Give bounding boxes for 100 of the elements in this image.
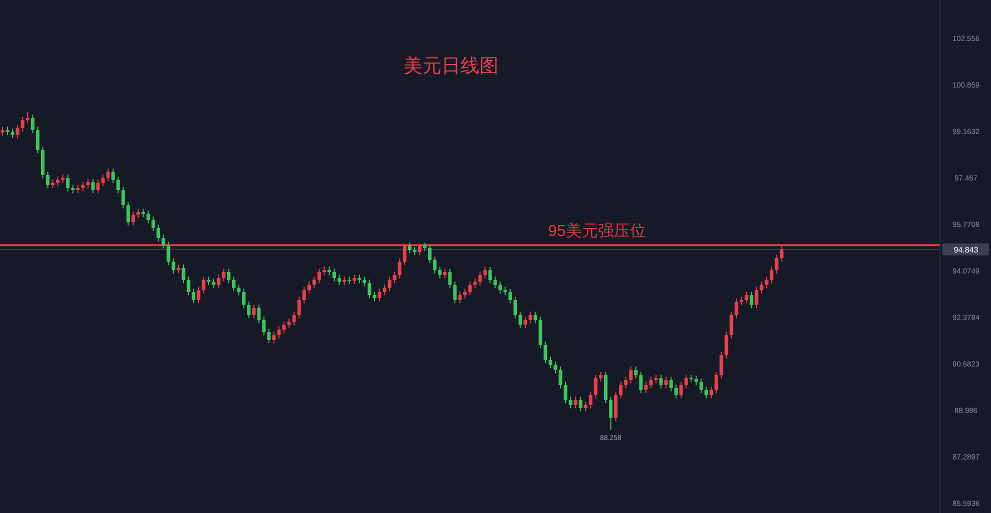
candlestick (282, 321, 286, 334)
candlestick (101, 174, 105, 187)
candlestick (574, 396, 578, 409)
candlestick (578, 396, 582, 412)
candlestick (433, 256, 437, 274)
candlestick (196, 286, 200, 304)
candlestick (634, 366, 638, 379)
candlestick (267, 328, 271, 344)
text: 美元日线图 (403, 55, 498, 77)
candlestick (699, 378, 703, 394)
candlestick (568, 396, 572, 409)
candlestick (272, 331, 276, 344)
candlestick (528, 311, 532, 324)
candlestick (166, 241, 170, 266)
candlestick (468, 281, 472, 296)
candlestick (734, 298, 738, 319)
candlestick (372, 291, 376, 302)
candlestick (478, 271, 482, 286)
candlestick (156, 224, 160, 242)
candlestick (136, 208, 140, 219)
candlestick (598, 371, 602, 382)
candlestick (20, 116, 24, 132)
candlestick (458, 291, 462, 304)
y-tick-label: 94.843 (954, 245, 979, 254)
candlestick (247, 301, 251, 319)
candlestick (287, 318, 291, 329)
candlestick (584, 401, 588, 412)
candlestick (91, 178, 95, 194)
candlestick (242, 288, 246, 309)
candlestick (86, 178, 90, 189)
candlestick (508, 288, 512, 304)
candlestick (338, 274, 342, 286)
candlestick (730, 311, 734, 339)
candlestick (448, 268, 452, 289)
candlestick (764, 276, 768, 289)
candlestick (252, 304, 256, 319)
candlestick (774, 254, 778, 274)
candlestick (237, 284, 241, 296)
candlestick (96, 179, 100, 194)
candlestick (588, 391, 592, 409)
candlestick (644, 381, 648, 394)
candlestick (297, 296, 301, 319)
candlestick (493, 276, 497, 289)
candlestick (694, 375, 698, 386)
candlestick (378, 288, 382, 302)
candlestick (81, 181, 85, 192)
candlestick (408, 242, 412, 254)
candlestick (684, 374, 688, 389)
candlestick (534, 311, 538, 324)
candlestick (392, 271, 396, 284)
candlestick (463, 288, 467, 299)
candlestick (720, 351, 724, 379)
candlestick (317, 268, 321, 284)
candlestick (202, 276, 206, 294)
candlestick (704, 386, 708, 399)
candlestick (443, 268, 447, 279)
candlestick (770, 266, 774, 284)
candlestick (232, 276, 236, 292)
candlestick (182, 264, 186, 284)
candlestick (172, 258, 176, 274)
candlestick (226, 268, 230, 284)
candlestick (46, 171, 50, 189)
candlestick (152, 216, 156, 232)
candlestick (10, 128, 14, 139)
candlestick (554, 361, 558, 374)
candlestick (162, 234, 166, 249)
candlestick (56, 176, 60, 187)
ref-line-label: 95美元强压位 (548, 222, 646, 240)
candlestick (216, 274, 220, 289)
candlestick (302, 286, 306, 304)
candlestick (388, 276, 392, 292)
candlestick (629, 366, 633, 384)
candlestick (669, 376, 673, 392)
candlestick (558, 366, 562, 389)
candlestick (513, 296, 517, 319)
candlestick (744, 291, 748, 304)
candlestick (131, 211, 135, 226)
candlestick (16, 124, 20, 139)
candlestick (548, 356, 552, 369)
candlestick (30, 114, 34, 134)
candlestick (518, 311, 522, 329)
candlestick (277, 326, 281, 339)
candlestick (222, 268, 226, 282)
candlestick (368, 279, 372, 299)
candlestick (382, 284, 386, 296)
candlestick (352, 274, 356, 285)
candlestick (36, 126, 40, 154)
candlestick (564, 381, 568, 404)
candlestick (750, 291, 754, 309)
candlestick (488, 266, 492, 284)
candlestick (664, 376, 668, 389)
candlestick (111, 168, 115, 184)
candlestick (66, 174, 70, 192)
candlestick (754, 286, 758, 309)
candlestick (608, 396, 613, 430)
candlestick (106, 168, 110, 182)
candlestick (614, 391, 618, 422)
candlestick (121, 186, 125, 209)
candlestick (428, 244, 432, 264)
candlestick (262, 316, 266, 336)
